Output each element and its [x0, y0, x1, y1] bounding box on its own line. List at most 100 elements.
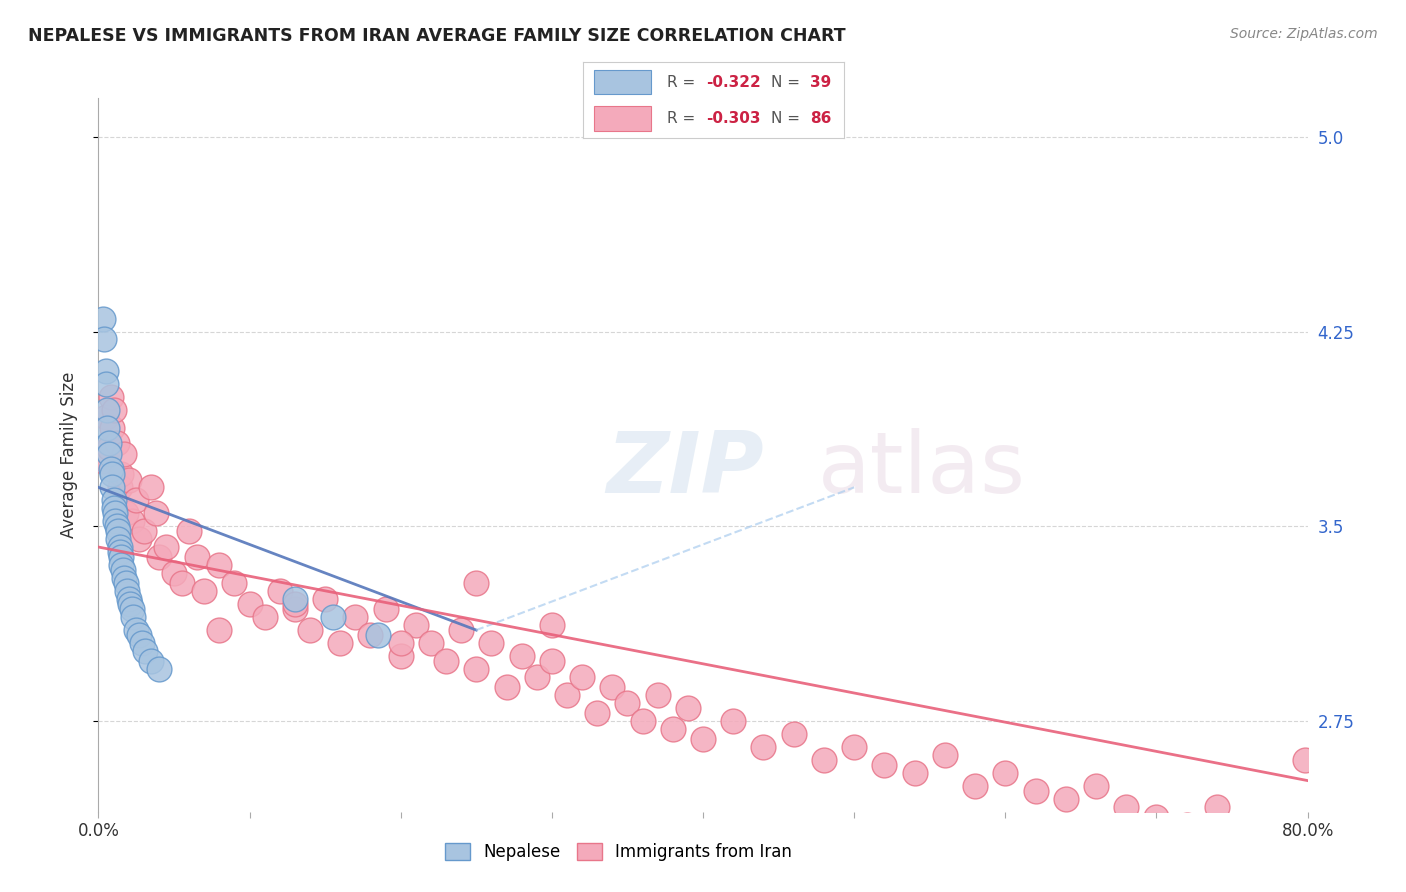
Point [904, 765, 927, 780]
Point [101, 467, 124, 482]
Point [329, 636, 352, 650]
Point [141, 480, 163, 494]
Point [344, 610, 367, 624]
Point [122, 610, 145, 624]
Point [284, 597, 307, 611]
Point [360, 628, 382, 642]
Point [555, 688, 578, 702]
Point [752, 739, 775, 754]
FancyBboxPatch shape [593, 70, 651, 95]
Point [121, 602, 143, 616]
Point [495, 680, 517, 694]
Point [94, 376, 117, 391]
Point [100, 462, 122, 476]
Point [965, 779, 987, 793]
Point [105, 519, 128, 533]
Point [1251, 856, 1274, 871]
Point [481, 636, 503, 650]
Point [1054, 791, 1077, 805]
Point [540, 618, 562, 632]
Point [101, 480, 124, 494]
Point [112, 571, 135, 585]
Point [1206, 799, 1229, 814]
Point [465, 662, 488, 676]
Point [155, 540, 177, 554]
Point [134, 644, 156, 658]
Point [631, 714, 654, 728]
Point [367, 628, 389, 642]
Point [91, 454, 114, 468]
Point [1236, 844, 1258, 858]
Point [1289, 856, 1312, 871]
Point [125, 493, 148, 508]
Y-axis label: Average Family Size: Average Family Size [59, 372, 77, 538]
Point [118, 591, 141, 606]
Point [100, 390, 122, 404]
Text: R =: R = [666, 75, 700, 90]
Point [108, 540, 131, 554]
Point [186, 550, 208, 565]
Point [179, 524, 201, 539]
Point [163, 566, 186, 580]
Point [239, 597, 262, 611]
Point [98, 436, 121, 450]
Point [1024, 784, 1046, 798]
Point [1267, 836, 1289, 850]
Point [253, 610, 276, 624]
Point [125, 623, 148, 637]
Text: N =: N = [770, 75, 804, 90]
Point [374, 602, 396, 616]
Point [96, 402, 118, 417]
Point [98, 442, 121, 456]
Point [389, 648, 412, 663]
Point [299, 623, 322, 637]
Point [112, 447, 135, 461]
Point [934, 747, 956, 762]
Point [208, 558, 231, 573]
Point [96, 420, 118, 434]
Point [1085, 779, 1108, 793]
Point [114, 506, 136, 520]
Point [873, 758, 896, 772]
Point [107, 524, 129, 539]
Point [284, 602, 307, 616]
Point [105, 436, 128, 450]
Point [783, 727, 806, 741]
Point [526, 670, 548, 684]
Point [107, 533, 129, 547]
Point [434, 654, 457, 668]
Text: NEPALESE VS IMMIGRANTS FROM IRAN AVERAGE FAMILY SIZE CORRELATION CHART: NEPALESE VS IMMIGRANTS FROM IRAN AVERAGE… [28, 27, 846, 45]
Point [170, 576, 193, 591]
Point [104, 506, 127, 520]
Point [586, 706, 609, 720]
Point [322, 610, 344, 624]
Point [98, 447, 121, 461]
Point [110, 550, 132, 565]
Point [389, 636, 412, 650]
Point [131, 636, 153, 650]
Text: ZIP: ZIP [606, 427, 763, 511]
Text: Source: ZipAtlas.com: Source: ZipAtlas.com [1230, 27, 1378, 41]
Point [110, 558, 132, 573]
Point [108, 480, 131, 494]
Point [114, 576, 136, 591]
Point [540, 654, 562, 668]
Point [1294, 753, 1316, 767]
Point [101, 420, 124, 434]
Point [1115, 799, 1137, 814]
Point [616, 696, 638, 710]
Point [120, 597, 142, 611]
Point [93, 333, 115, 347]
Point [450, 623, 472, 637]
Point [111, 563, 134, 577]
Point [723, 714, 745, 728]
Point [141, 654, 163, 668]
Point [110, 467, 132, 482]
Point [103, 501, 125, 516]
Point [121, 514, 143, 528]
Point [692, 732, 714, 747]
Point [1281, 870, 1303, 884]
Text: N =: N = [770, 111, 804, 126]
Point [813, 753, 835, 767]
Point [571, 670, 593, 684]
